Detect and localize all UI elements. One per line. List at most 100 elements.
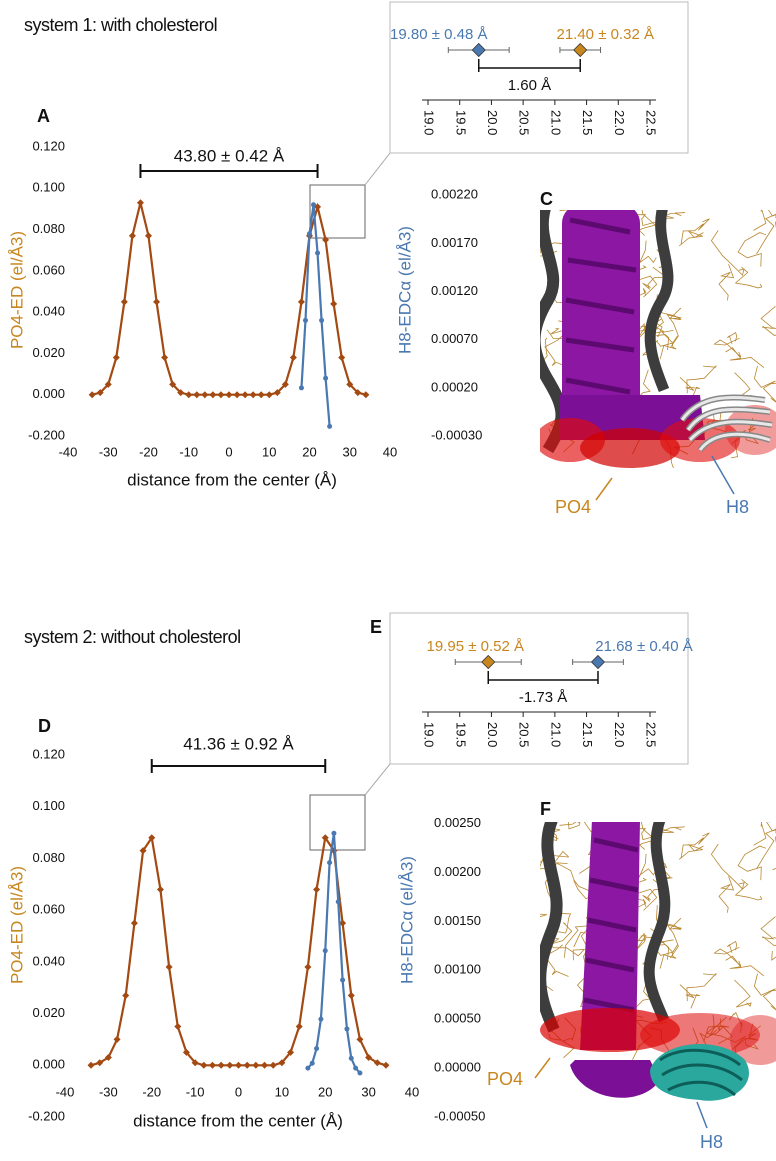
data-point <box>88 391 96 399</box>
lipid-tail <box>753 822 770 846</box>
lipid-tail <box>734 878 763 901</box>
x-tick-label: 21.0 <box>548 722 563 747</box>
lipid-tail <box>680 218 710 245</box>
lipid-tail <box>559 822 581 830</box>
lipid-tail <box>710 843 745 890</box>
data-point <box>314 1046 320 1052</box>
helix-stripes <box>565 217 637 395</box>
lipid-tail <box>666 307 682 348</box>
x-tick-label: 19.5 <box>453 722 468 747</box>
data-point <box>330 300 338 308</box>
data-point <box>322 236 330 244</box>
data-point <box>128 232 136 240</box>
data-point <box>289 354 297 362</box>
data-point <box>201 391 209 399</box>
data-point <box>191 1059 199 1067</box>
data-point <box>471 42 486 58</box>
x-tick-label: 20 <box>302 444 316 459</box>
data-point <box>327 860 333 866</box>
leader-line <box>534 1057 551 1079</box>
zoom-box <box>309 184 366 239</box>
zoom-connector <box>364 152 391 186</box>
x-tick-label: 22.0 <box>612 110 627 135</box>
y2-tick-label: 0.00120 <box>431 283 478 298</box>
y2-tick-label: 0.00170 <box>431 235 478 250</box>
x-tick-label: -30 <box>99 1084 118 1099</box>
x-tick-label: 40 <box>405 1084 419 1099</box>
y-tick-label: 0.000 <box>32 1057 65 1072</box>
x-tick-label: -40 <box>56 1084 75 1099</box>
lipid-tail <box>540 913 547 918</box>
panel-label: C <box>540 189 553 209</box>
data-point <box>313 885 321 893</box>
data-point <box>96 1059 104 1067</box>
x-tick-label: 19.5 <box>453 110 468 135</box>
lipid-tail <box>734 266 763 289</box>
lipid-tail <box>680 832 710 859</box>
data-point <box>305 1065 311 1071</box>
series-line <box>307 833 361 1074</box>
y-tick-label: 0.040 <box>32 953 65 968</box>
data-point <box>120 298 128 306</box>
x-tick-label: -10 <box>186 1084 205 1099</box>
data-point <box>217 391 225 399</box>
data-point <box>338 354 346 362</box>
y-tick-label: 0.060 <box>32 902 65 917</box>
data-point <box>261 1061 269 1069</box>
lipid-tail <box>679 984 701 1009</box>
helix-h8 <box>680 395 773 451</box>
image-label: H8 <box>700 1132 723 1152</box>
y-tick-label: 0.020 <box>32 345 65 360</box>
x-tick-label: -20 <box>139 444 158 459</box>
data-point <box>96 389 104 397</box>
data-point <box>136 199 144 207</box>
distance-bracket <box>139 164 319 178</box>
image-label: H8 <box>726 497 749 517</box>
x-axis-title: distance from the center (Å) <box>127 470 337 489</box>
distance-bracket <box>150 759 327 773</box>
data-point <box>169 380 177 388</box>
data-point <box>302 317 308 323</box>
data-point <box>318 1016 324 1022</box>
data-point <box>344 1026 350 1032</box>
y-tick-label: 0.100 <box>32 798 65 813</box>
section-title: system 1: with cholesterol <box>24 15 217 35</box>
lipid-tail <box>550 922 573 945</box>
x-tick-label: -30 <box>99 444 118 459</box>
value-label: 21.40 ± 0.32 Å <box>556 26 653 43</box>
data-point <box>113 1035 121 1043</box>
x-tick-label: -20 <box>142 1084 161 1099</box>
structure-image <box>540 822 776 1115</box>
data-point <box>322 948 328 954</box>
y2-tick-label: 0.00020 <box>431 379 478 394</box>
y2-tick-label: 0.00050 <box>434 1011 481 1026</box>
leader-line <box>595 477 613 501</box>
helix <box>644 210 674 393</box>
data-point <box>481 654 496 670</box>
data-point <box>339 919 347 927</box>
x-tick-label: 22.0 <box>612 722 627 747</box>
helix-stripes <box>583 837 639 1013</box>
helix <box>540 822 563 1033</box>
value-label: 21.68 ± 0.40 Å <box>595 638 692 655</box>
lipid-tail <box>718 264 735 301</box>
y2-tick-label: -0.00050 <box>434 1108 485 1123</box>
lipid-tail <box>679 377 701 402</box>
panel-label: D <box>38 716 51 736</box>
distance-bracket <box>477 59 581 72</box>
y2-tick-label: 0.00070 <box>431 331 478 346</box>
data-point <box>365 1054 373 1062</box>
data-point <box>590 654 606 670</box>
x-tick-label: -10 <box>179 444 198 459</box>
data-point <box>362 391 370 399</box>
data-point <box>321 834 329 842</box>
x-tick-label: 22.5 <box>644 722 659 747</box>
lipid-tail <box>544 335 569 368</box>
po4-density <box>725 405 776 455</box>
data-point <box>139 847 147 855</box>
x-tick-label: 19.0 <box>422 722 437 747</box>
y2-axis-title: H8-EDCα (el/Å3) <box>397 856 416 984</box>
lipid-tail <box>725 955 765 977</box>
value-label: 19.95 ± 0.52 Å <box>427 638 524 655</box>
helix-h8 <box>659 1048 743 1097</box>
